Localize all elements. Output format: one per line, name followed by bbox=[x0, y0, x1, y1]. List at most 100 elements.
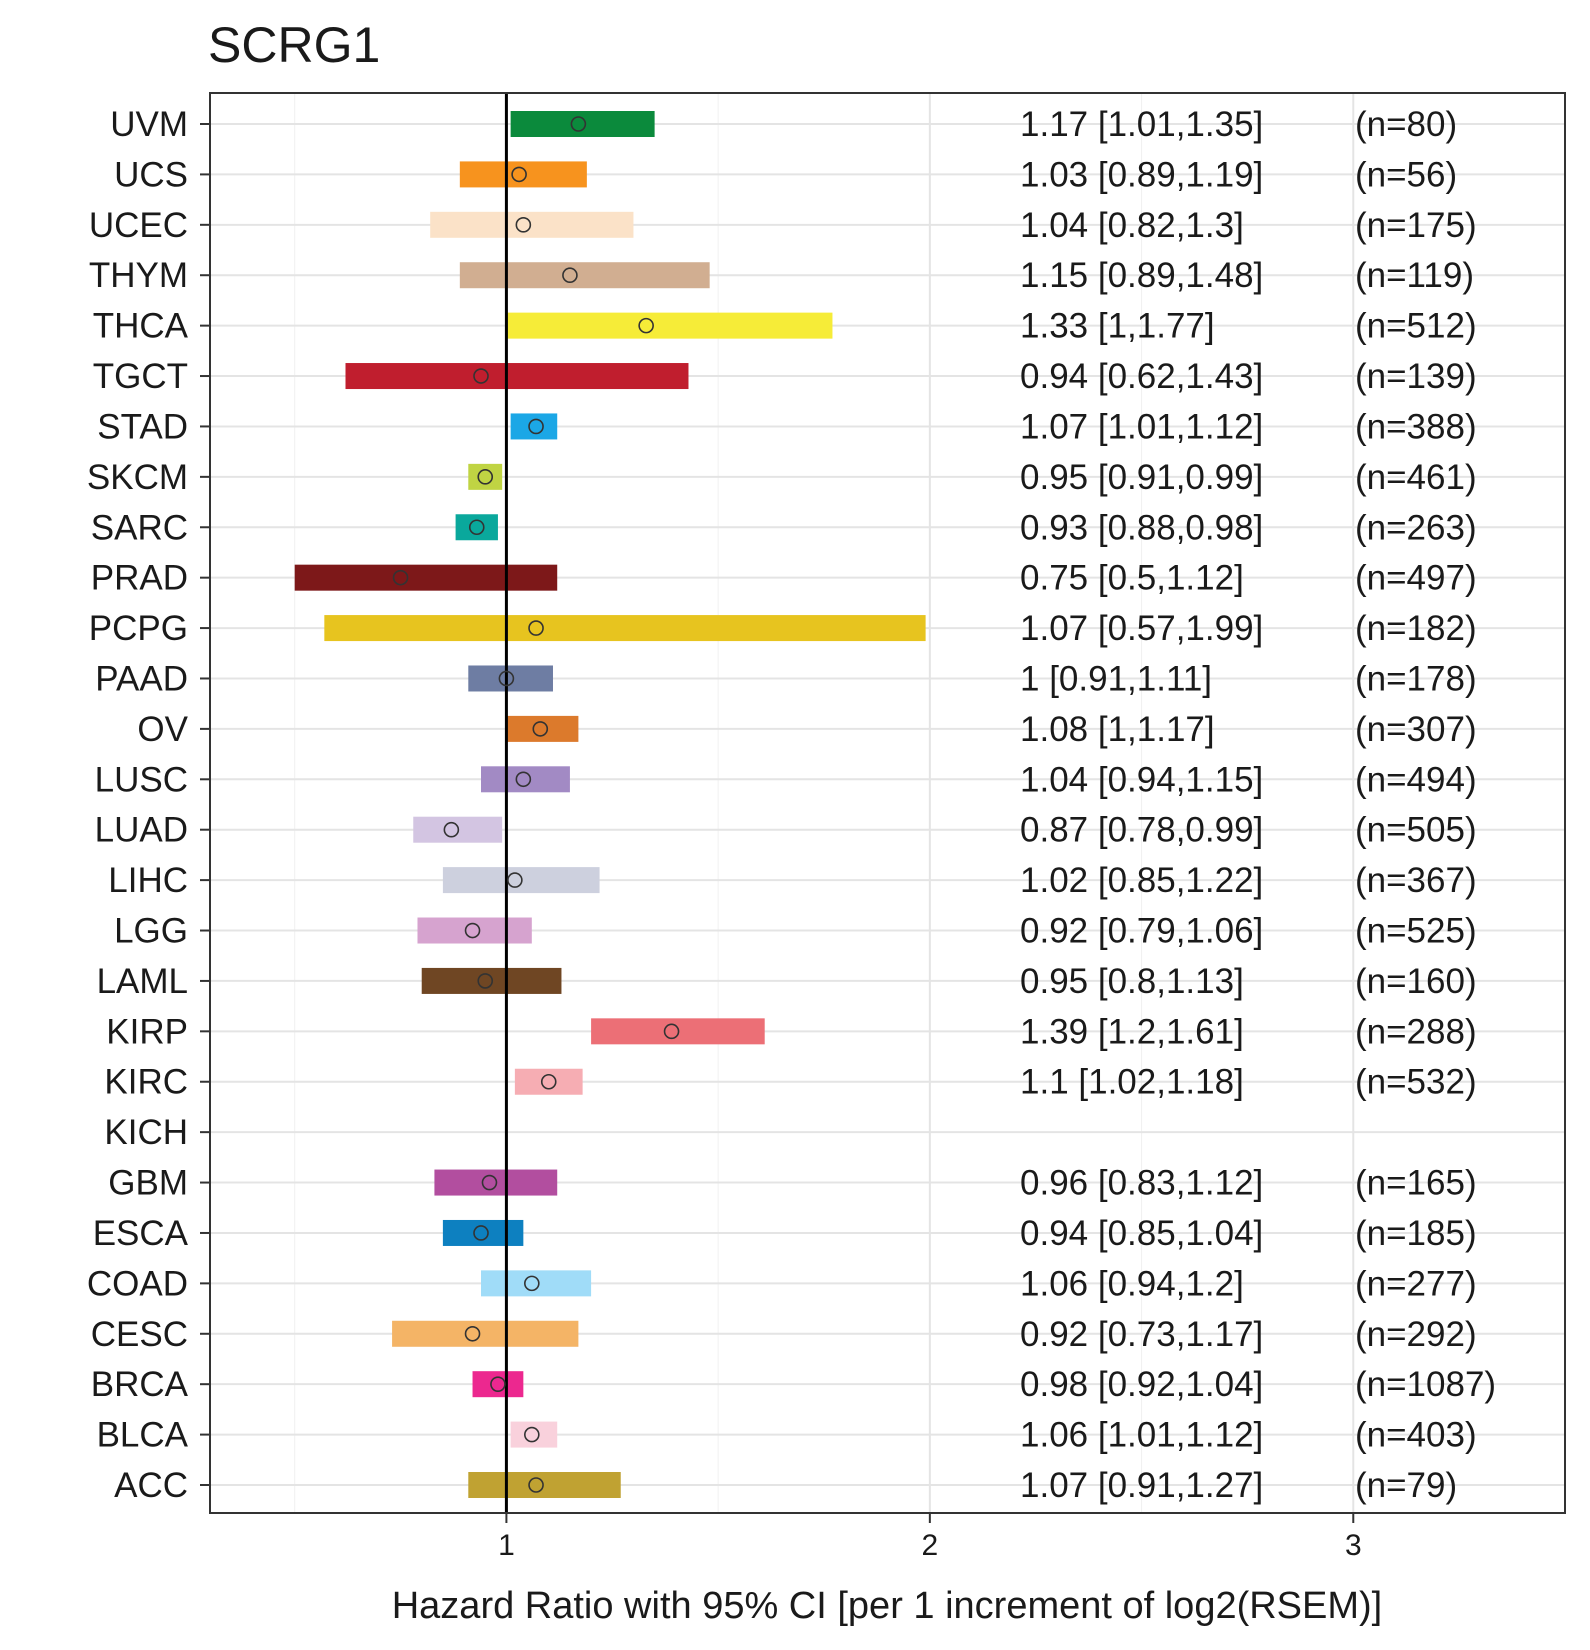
y-label-blca: BLCA bbox=[97, 1416, 189, 1455]
hr-point-coad bbox=[524, 1275, 540, 1292]
ci-bar-brca bbox=[472, 1371, 524, 1398]
hr-ci-label: 0.94 [0.85,1.04] bbox=[1020, 1214, 1263, 1253]
ci-bar-sarc bbox=[455, 514, 498, 541]
x-axis-title: Hazard Ratio with 95% CI [per 1 incremen… bbox=[392, 1585, 1383, 1627]
sample-size-label: (n=185) bbox=[1355, 1214, 1477, 1253]
sample-size-label: (n=494) bbox=[1355, 760, 1477, 799]
sample-size-label: (n=119) bbox=[1355, 256, 1474, 295]
hr-point-acc bbox=[528, 1477, 544, 1493]
y-label-lihc: LIHC bbox=[108, 861, 188, 900]
ci-bar-stad bbox=[510, 413, 558, 440]
hr-point-pcpg bbox=[528, 620, 544, 636]
hr-ci-label: 1.08 [1,1.17] bbox=[1020, 710, 1215, 749]
hr-point-tgct bbox=[473, 368, 489, 384]
hr-point-lihc bbox=[507, 872, 523, 888]
y-label-tgct: TGCT bbox=[93, 357, 188, 396]
sample-size-label: (n=160) bbox=[1355, 962, 1477, 1001]
hr-ci-label: 0.92 [0.73,1.17] bbox=[1020, 1315, 1263, 1354]
y-label-ov: OV bbox=[137, 710, 188, 749]
hr-ci-label: 0.92 [0.79,1.06] bbox=[1020, 912, 1263, 951]
sample-size-label: (n=56) bbox=[1355, 155, 1457, 194]
hr-ci-label: 1.07 [0.57,1.99] bbox=[1020, 609, 1263, 648]
sample-size-label: (n=263) bbox=[1355, 508, 1477, 547]
y-label-ucec: UCEC bbox=[89, 206, 188, 245]
ci-bar-skcm bbox=[468, 463, 503, 490]
ci-bar-cesc bbox=[392, 1320, 579, 1347]
hr-ci-label: 1 [0.91,1.11] bbox=[1020, 659, 1212, 698]
sample-size-label: (n=512) bbox=[1355, 307, 1477, 346]
y-label-gbm: GBM bbox=[108, 1164, 188, 1203]
hr-point-thca bbox=[638, 317, 654, 334]
hr-point-ucs bbox=[511, 166, 527, 183]
y-label-prad: PRAD bbox=[91, 559, 188, 598]
hr-ci-label: 0.96 [0.83,1.12] bbox=[1020, 1164, 1263, 1203]
sample-size-label: (n=307) bbox=[1355, 710, 1477, 749]
hr-ci-label: 1.07 [0.91,1.27] bbox=[1020, 1466, 1263, 1505]
hr-point-ucec bbox=[515, 217, 532, 233]
y-label-uvm: UVM bbox=[110, 105, 188, 144]
y-label-acc: ACC bbox=[114, 1466, 188, 1505]
points-layer bbox=[392, 116, 680, 1493]
sample-size-label: (n=182) bbox=[1355, 609, 1477, 648]
sample-size-label: (n=178) bbox=[1355, 659, 1477, 698]
hr-point-prad bbox=[392, 569, 409, 586]
sample-size-label: (n=79) bbox=[1355, 1466, 1457, 1505]
sample-size-label: (n=292) bbox=[1355, 1315, 1477, 1354]
ci-bar-ov bbox=[506, 715, 579, 742]
hr-ci-label: 1.06 [0.94,1.2] bbox=[1020, 1264, 1244, 1303]
hr-ci-label: 0.75 [0.5,1.12] bbox=[1020, 559, 1244, 598]
y-label-kirp: KIRP bbox=[106, 1012, 188, 1051]
hr-point-ov bbox=[532, 721, 549, 737]
ci-bar-acc bbox=[468, 1472, 621, 1498]
hr-ci-label: 1.33 [1,1.77] bbox=[1020, 307, 1215, 346]
bars-layer bbox=[294, 111, 926, 1498]
hr-point-stad bbox=[528, 418, 544, 435]
hr-ci-label: 1.03 [0.89,1.19] bbox=[1020, 155, 1263, 194]
ci-bar-prad bbox=[294, 564, 558, 591]
hr-point-lgg bbox=[464, 922, 481, 939]
hr-point-kirc bbox=[540, 1073, 557, 1090]
x-axis: 1 2 3 bbox=[498, 1513, 1362, 1562]
ci-bar-lgg bbox=[417, 917, 532, 944]
ci-bar-kirc bbox=[514, 1068, 583, 1095]
sample-size-label: (n=1087) bbox=[1355, 1365, 1496, 1404]
sample-size-label: (n=80) bbox=[1355, 105, 1457, 144]
sample-size-label: (n=388) bbox=[1355, 407, 1477, 446]
sample-size-label: (n=532) bbox=[1355, 1063, 1477, 1102]
sample-size-label: (n=525) bbox=[1355, 912, 1477, 951]
sample-size-label: (n=367) bbox=[1355, 861, 1477, 900]
annotation-labels: 1.17 [1.01,1.35] (n=80) 1.03 [0.89,1.19] (n… bbox=[1020, 105, 1496, 1505]
hr-point-paad bbox=[498, 670, 515, 687]
hr-ci-label: 0.95 [0.91,0.99] bbox=[1020, 458, 1263, 497]
ci-bar-paad bbox=[468, 665, 553, 692]
ci-bar-coad bbox=[481, 1270, 592, 1297]
sample-size-label: (n=139) bbox=[1355, 357, 1477, 396]
hr-ci-label: 1.04 [0.82,1.3] bbox=[1020, 206, 1244, 245]
ci-bar-tgct bbox=[345, 363, 689, 390]
sample-size-label: (n=288) bbox=[1355, 1012, 1477, 1051]
hr-point-gbm bbox=[481, 1174, 498, 1191]
y-label-thca: THCA bbox=[93, 307, 189, 346]
ci-bar-ucec bbox=[430, 211, 634, 238]
x-tick-label: 3 bbox=[1345, 1529, 1362, 1562]
sample-size-label: (n=497) bbox=[1355, 559, 1477, 598]
y-label-luad: LUAD bbox=[95, 811, 188, 850]
y-label-laml: LAML bbox=[97, 962, 188, 1001]
hr-ci-label: 1.39 [1.2,1.61] bbox=[1020, 1012, 1244, 1051]
hr-ci-label: 0.98 [0.92,1.04] bbox=[1020, 1365, 1263, 1404]
sample-size-label: (n=505) bbox=[1355, 811, 1477, 850]
y-label-stad: STAD bbox=[97, 407, 188, 446]
hr-point-thym bbox=[562, 267, 578, 284]
hr-point-esca bbox=[473, 1225, 489, 1241]
hr-ci-label: 1.15 [0.89,1.48] bbox=[1020, 256, 1263, 295]
hr-ci-label: 1.1 [1.02,1.18] bbox=[1020, 1063, 1244, 1102]
sample-size-label: (n=165) bbox=[1355, 1164, 1477, 1203]
x-tick-label: 1 bbox=[498, 1529, 515, 1562]
hr-point-laml bbox=[477, 973, 494, 989]
ci-bar-blca bbox=[510, 1421, 558, 1448]
y-label-esca: ESCA bbox=[93, 1214, 189, 1253]
ci-bar-thym bbox=[459, 262, 710, 289]
y-label-kirc: KIRC bbox=[104, 1063, 188, 1102]
hr-point-blca bbox=[524, 1426, 540, 1443]
y-label-skcm: SKCM bbox=[87, 458, 188, 497]
